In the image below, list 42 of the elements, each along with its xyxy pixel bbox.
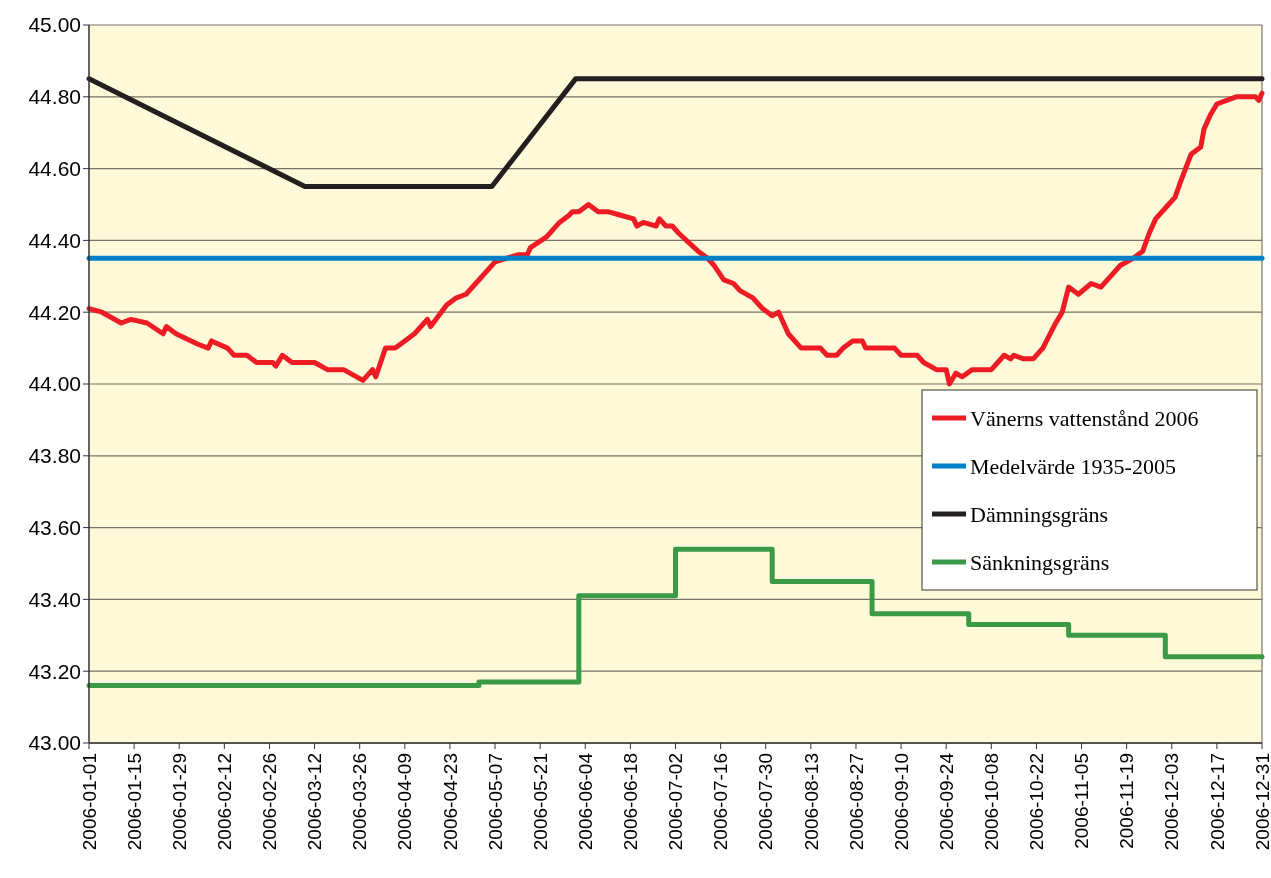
x-tick-label: 2006-04-23 bbox=[439, 753, 461, 851]
y-tick-label: 45.00 bbox=[28, 13, 81, 37]
x-tick-label: 2006-01-29 bbox=[168, 753, 190, 851]
y-tick-label: 44.20 bbox=[28, 300, 81, 324]
x-tick-label: 2006-08-27 bbox=[845, 753, 867, 851]
y-tick-label: 44.00 bbox=[28, 372, 81, 396]
x-tick-label: 2006-06-04 bbox=[574, 752, 596, 851]
y-tick-label: 43.60 bbox=[28, 515, 81, 539]
x-tick-label: 2006-05-21 bbox=[529, 753, 551, 851]
y-tick-label: 44.80 bbox=[28, 85, 81, 109]
x-tick-label: 2006-09-10 bbox=[890, 753, 912, 851]
x-tick-label: 2006-12-17 bbox=[1206, 753, 1228, 851]
y-tick-label: 44.40 bbox=[28, 228, 81, 252]
x-tick-label: 2006-01-15 bbox=[123, 753, 145, 851]
x-tick-label: 2006-02-12 bbox=[214, 753, 235, 851]
y-tick-label: 43.20 bbox=[28, 659, 81, 683]
y-tick-label: 43.00 bbox=[28, 731, 81, 755]
y-tick-label: 43.80 bbox=[28, 444, 81, 468]
legend-label: Dämningsgräns bbox=[970, 501, 1109, 527]
x-tick-label: 2006-07-02 bbox=[665, 753, 687, 851]
x-tick-label: 2006-11-19 bbox=[1116, 753, 1138, 849]
x-tick-label: 2006-12-31 bbox=[1251, 753, 1271, 851]
x-tick-label: 2006-04-09 bbox=[394, 753, 416, 851]
x-tick-label: 2006-03-26 bbox=[349, 753, 371, 851]
x-tick-label: 2006-07-30 bbox=[755, 753, 777, 851]
x-tick-label: 2006-03-12 bbox=[304, 753, 326, 851]
legend-label: Sänkningsgräns bbox=[970, 549, 1110, 575]
x-tick-label: 2006-12-03 bbox=[1161, 753, 1183, 851]
y-tick-label: 44.60 bbox=[28, 156, 81, 180]
x-tick-label: 2006-06-18 bbox=[620, 753, 642, 851]
legend-label: Medelvärde 1935-2005 bbox=[970, 453, 1176, 479]
legend-label: Vänerns vattenstånd 2006 bbox=[970, 405, 1199, 431]
x-tick-label: 2006-02-26 bbox=[259, 753, 281, 851]
x-tick-label: 2006-10-22 bbox=[1026, 753, 1048, 851]
x-tick-label: 2006-07-16 bbox=[710, 753, 732, 851]
x-tick-label: 2006-08-13 bbox=[800, 753, 822, 851]
x-tick-label: 2006-01-01 bbox=[78, 753, 100, 851]
y-tick-label: 43.40 bbox=[28, 587, 81, 611]
x-tick-label: 2006-11-05 bbox=[1071, 753, 1093, 849]
x-tick-label: 2006-05-07 bbox=[484, 753, 506, 851]
x-tick-label: 2006-10-08 bbox=[980, 753, 1002, 851]
x-tick-label: 2006-09-24 bbox=[935, 752, 957, 851]
